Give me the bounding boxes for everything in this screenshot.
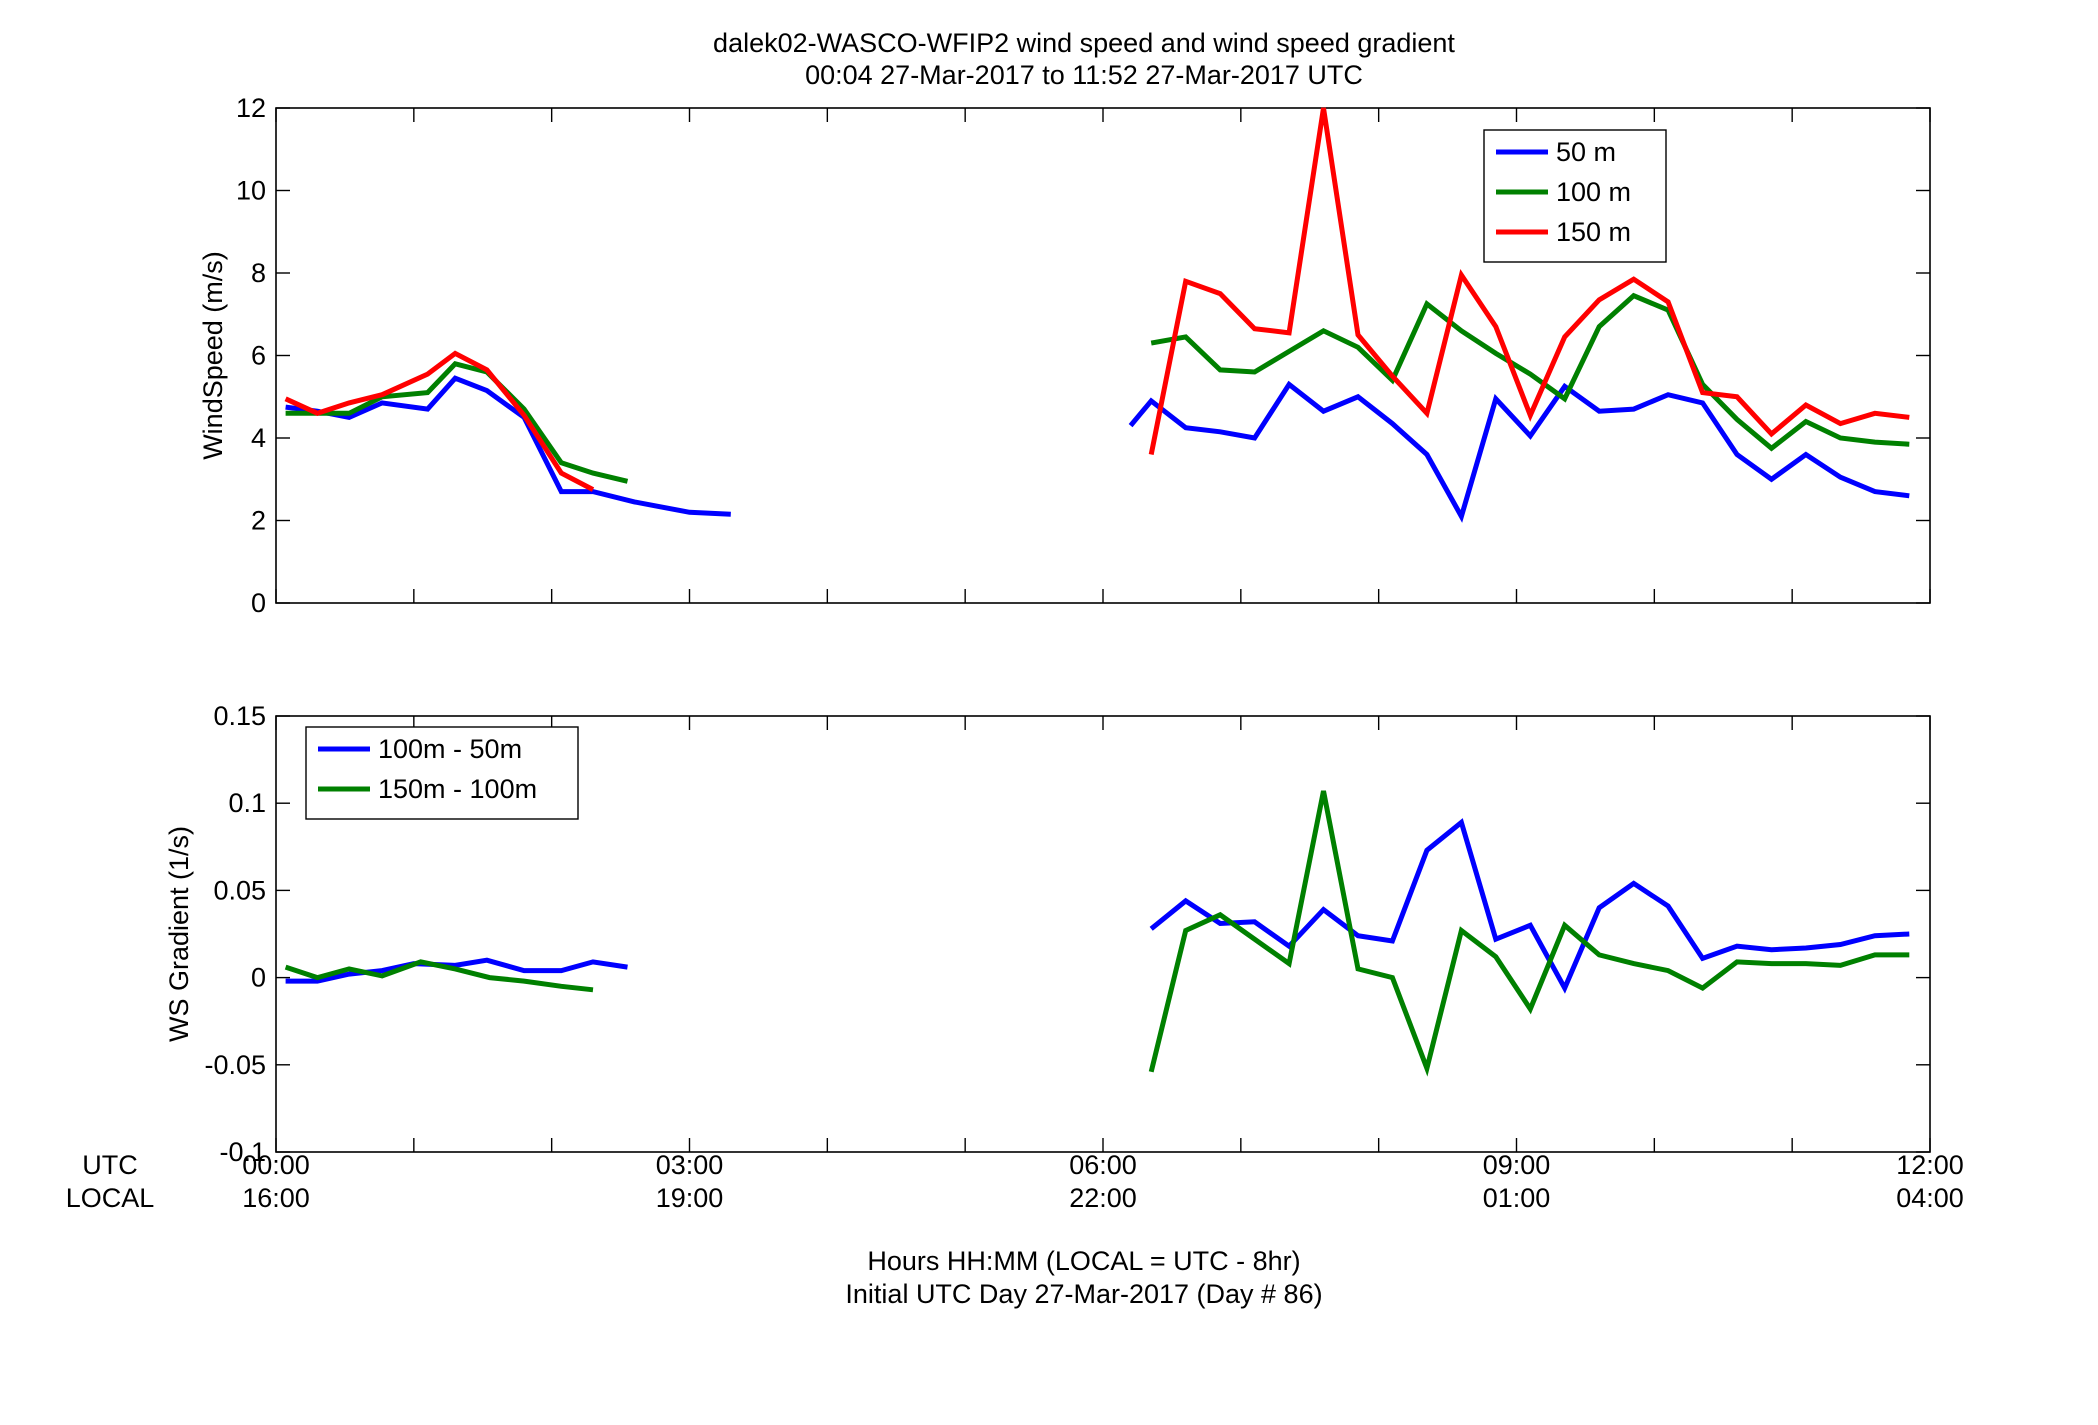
x-tick-label-local: 16:00 <box>242 1183 310 1213</box>
ws-axes-box <box>275 107 1931 604</box>
utc-row-label: UTC <box>82 1150 138 1180</box>
ws-legend-label: 50 m <box>1556 137 1616 167</box>
grad-y-tick-label: 0 <box>251 963 266 993</box>
grad-y-tick-label: -0.1 <box>219 1137 266 1167</box>
wind-gradient-panel: -0.1 -0.05 0 0.05 0.1 0.15 WS Gradient (1/s) 10… <box>164 701 1931 1167</box>
x-tick-label-utc: 12:00 <box>1896 1150 1964 1180</box>
x-tick-label-utc: 00:00 <box>242 1150 310 1180</box>
wind-speed-panel: 0 2 4 6 8 10 12 WindSpeed (m/s) 50 m 100 m 150 m <box>198 93 1931 618</box>
x-tick-label-utc: 03:00 <box>656 1150 724 1180</box>
local-row-label: LOCAL <box>66 1183 155 1213</box>
ws-series-2-line <box>284 350 595 492</box>
x-tick-label-local: 22:00 <box>1069 1183 1137 1213</box>
chart-title-line2: 00:04 27-Mar-2017 to 11:52 27-Mar-2017 U… <box>805 60 1363 90</box>
ws-series-0-line <box>285 375 731 517</box>
ws-y-tick-label: 0 <box>251 588 266 618</box>
ws-y-tick-label: 10 <box>236 176 266 206</box>
ws-series-0-line <box>1128 380 1910 523</box>
grad-legend-label: 100m - 50m <box>378 734 522 764</box>
x-tick-label-utc: 09:00 <box>1483 1150 1551 1180</box>
ws-series-1-line <box>1150 292 1910 452</box>
x-tick-label-local: 01:00 <box>1483 1183 1551 1213</box>
grad-y-tick-label: -0.05 <box>204 1050 266 1080</box>
ws-y-tick-label: 2 <box>251 506 266 536</box>
ws-y-axis-label: WindSpeed (m/s) <box>198 251 228 460</box>
x-tick-label-local: 19:00 <box>656 1183 724 1213</box>
x-tick-label-local: 04:00 <box>1896 1183 1964 1213</box>
ws-y-tick-label: 12 <box>236 93 266 123</box>
x-tick-label-utc: 06:00 <box>1069 1150 1137 1180</box>
grad-y-tick-label: 0.1 <box>228 788 266 818</box>
grad-series-1-line <box>284 959 594 993</box>
grad-series-0-line <box>1149 818 1910 994</box>
grad-y-axis-label: WS Gradient (1/s) <box>164 826 194 1042</box>
grad-y-tick-label: 0.15 <box>213 701 266 731</box>
x-axis-label-line1: Hours HH:MM (LOCAL = UTC - 8hr) <box>867 1246 1300 1276</box>
ws-y-tick-label: 8 <box>251 258 266 288</box>
grad-y-tick-label: 0.05 <box>213 875 266 905</box>
grad-legend-label: 150m - 100m <box>378 774 537 804</box>
ws-legend-label: 100 m <box>1556 177 1631 207</box>
ws-y-tick-label: 4 <box>251 423 266 453</box>
grad-legend-box <box>305 726 579 820</box>
ws-series-2-line <box>1148 107 1910 455</box>
grad-series-0-line <box>285 957 628 984</box>
x-axis-label-line2: Initial UTC Day 27-Mar-2017 (Day # 86) <box>845 1279 1322 1309</box>
grad-series-1-line <box>1148 790 1910 1077</box>
ws-legend-label: 150 m <box>1556 217 1631 247</box>
ws-series-1-line <box>285 361 629 484</box>
chart-title-line1: dalek02-WASCO-WFIP2 wind speed and wind … <box>713 28 1455 58</box>
ws-y-tick-label: 6 <box>251 341 266 371</box>
